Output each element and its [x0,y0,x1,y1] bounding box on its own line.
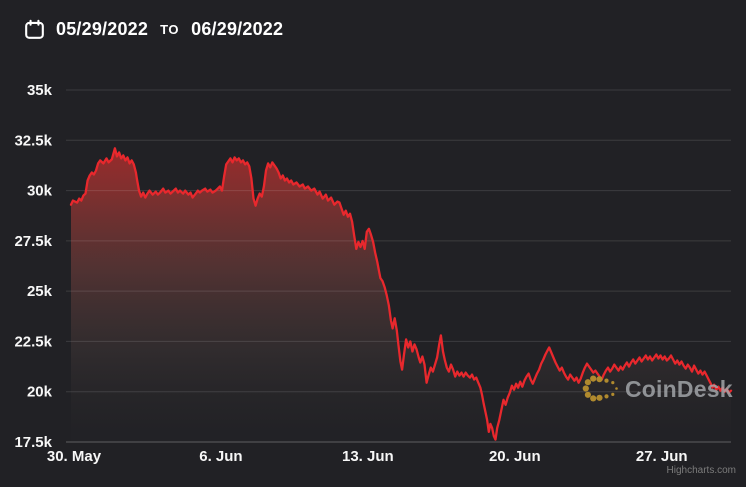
x-axis-label: 20. Jun [489,448,541,465]
date-to[interactable]: 06/29/2022 [191,18,284,39]
x-axis-label: 27. Jun [636,448,688,465]
y-axis-label: 20k [27,384,53,401]
price-line [69,147,733,441]
date-range-picker[interactable]: 05/29/2022 TO 06/29/2022 [24,13,283,45]
date-from[interactable]: 05/29/2022 [56,18,149,39]
y-axis-label: 25k [27,283,53,300]
y-axis-label: 32.5k [14,132,52,149]
y-axis-label: 22.5k [14,333,52,350]
date-range-separator: TO [160,21,180,37]
y-axis-label: 17.5k [14,434,52,451]
x-axis-label: 13. Jun [342,448,394,465]
x-axis-label: 30. May [47,448,102,465]
price-area-fill [71,148,731,443]
y-axis-label: 27.5k [14,233,52,250]
calendar-icon[interactable] [24,19,45,40]
x-axis-label: 6. Jun [199,448,242,465]
y-axis-label: 35k [27,82,53,99]
highcharts-credit[interactable]: Highcharts.com [666,465,736,476]
y-axis-label: 30k [27,183,53,200]
